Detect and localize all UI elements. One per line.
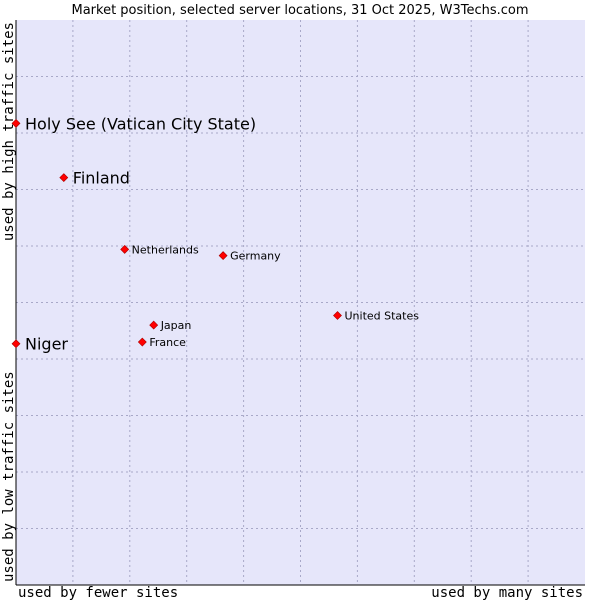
point-marker-finland [59, 173, 69, 183]
y-axis-label-low: used by low traffic sites [1, 371, 17, 582]
point-label-niger: Niger [25, 335, 68, 354]
point-marker-japan [149, 320, 159, 330]
data-points: Holy See (Vatican City State) Finland Neth… [11, 114, 419, 354]
point-marker-united-states [333, 311, 342, 320]
y-axis-label-high: used by high traffic sites [1, 22, 17, 241]
point-label-japan: Japan [160, 319, 192, 332]
x-axis-label-high: used by many sites [431, 585, 583, 600]
point-marker-holy-see-vatican-city-state [11, 118, 21, 128]
point-label-finland: Finland [73, 169, 130, 188]
point-label-united-states: United States [344, 309, 419, 322]
point-label-germany: Germany [230, 250, 281, 263]
x-axis-label-low: used by fewer sites [18, 585, 178, 600]
point-marker-niger [11, 339, 21, 349]
point-marker-germany [218, 251, 228, 261]
grid-lines [16, 20, 585, 585]
chart-title: Market position, selected server locatio… [71, 3, 528, 18]
point-label-netherlands: Netherlands [132, 243, 199, 256]
point-label-holy-see-vatican-city-state: Holy See (Vatican City State) [25, 114, 256, 133]
point-marker-netherlands [120, 244, 130, 254]
point-marker-france [137, 337, 147, 347]
point-label-france: France [149, 336, 186, 349]
